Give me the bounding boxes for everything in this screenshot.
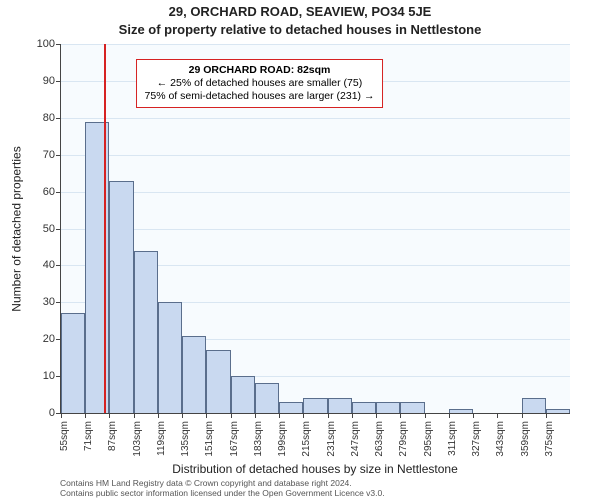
xtick-label: 151sqm [204,421,215,457]
histogram-bar [522,398,546,413]
histogram-bar [158,302,182,413]
xtick-label: 247sqm [350,421,361,457]
xtick-label: 311sqm [447,421,458,456]
histogram-bar [328,398,352,413]
xtick-label: 167sqm [229,421,240,457]
xtick-label: 55sqm [59,421,70,451]
xtick-label: 199sqm [277,421,288,457]
xtick-mark [279,413,280,418]
xtick-mark [449,413,450,418]
xtick-label: 343sqm [495,421,506,457]
histogram-bar [255,383,279,413]
histogram-bar [449,409,473,413]
xtick-label: 119sqm [156,421,167,456]
xtick-mark [425,413,426,418]
xtick-mark [376,413,377,418]
histogram-plot: 010203040506070809010055sqm71sqm87sqm103… [60,44,570,414]
gridline [61,44,570,45]
title-main: 29, ORCHARD ROAD, SEAVIEW, PO34 5JE [0,4,600,19]
xtick-label: 135sqm [180,421,191,457]
ytick-mark [56,302,61,303]
xtick-label: 71sqm [83,421,94,451]
ytick-label: 90 [43,75,55,87]
gridline [61,155,570,156]
property-marker-line [104,44,106,413]
ytick-label: 70 [43,149,55,161]
y-axis-label: Number of detached properties [10,44,24,414]
xtick-label: 87sqm [107,421,118,451]
xtick-mark [134,413,135,418]
ytick-mark [56,81,61,82]
title-sub: Size of property relative to detached ho… [0,22,600,37]
xtick-mark [182,413,183,418]
histogram-bar [109,181,133,413]
xtick-mark [85,413,86,418]
histogram-bar [400,402,424,413]
xtick-label: 183sqm [253,421,264,457]
annotation-larger: 75% of semi-detached houses are larger (… [145,90,375,103]
ytick-label: 40 [43,259,55,271]
gridline [61,118,570,119]
xtick-mark [522,413,523,418]
xtick-label: 295sqm [423,421,434,457]
histogram-bar [182,336,206,413]
histogram-bar [303,398,327,413]
ytick-mark [56,118,61,119]
xtick-label: 327sqm [471,421,482,457]
gridline [61,229,570,230]
gridline [61,192,570,193]
xtick-mark [109,413,110,418]
xtick-label: 215sqm [301,421,312,457]
histogram-bar [206,350,230,413]
xtick-label: 375sqm [544,421,555,457]
xtick-mark [328,413,329,418]
annotation-title: 29 ORCHARD ROAD: 82sqm [145,64,375,77]
histogram-bar [231,376,255,413]
xtick-mark [231,413,232,418]
ytick-label: 0 [49,407,55,419]
ytick-mark [56,155,61,156]
attribution-line-2: Contains public sector information licen… [60,488,570,498]
annotation-smaller: ← 25% of detached houses are smaller (75… [145,77,375,90]
xtick-mark [255,413,256,418]
xtick-label: 103sqm [132,421,143,457]
xtick-mark [206,413,207,418]
histogram-bar [279,402,303,413]
xtick-label: 231sqm [326,421,337,457]
x-axis-label: Distribution of detached houses by size … [60,462,570,476]
xtick-mark [352,413,353,418]
ytick-mark [56,229,61,230]
xtick-mark [61,413,62,418]
ytick-label: 60 [43,186,55,198]
xtick-mark [546,413,547,418]
ytick-mark [56,192,61,193]
xtick-label: 279sqm [398,421,409,457]
ytick-mark [56,44,61,45]
annotation-box: 29 ORCHARD ROAD: 82sqm← 25% of detached … [136,59,384,108]
ytick-label: 100 [37,38,55,50]
xtick-mark [303,413,304,418]
histogram-bar [61,313,85,413]
ytick-label: 80 [43,112,55,124]
ytick-mark [56,265,61,266]
attribution-line-1: Contains HM Land Registry data © Crown c… [60,478,570,488]
xtick-mark [497,413,498,418]
ytick-label: 30 [43,296,55,308]
xtick-label: 359sqm [520,421,531,457]
histogram-bar [376,402,400,413]
ytick-label: 20 [43,333,55,345]
xtick-label: 263sqm [374,421,385,457]
histogram-bar [352,402,376,413]
ytick-label: 50 [43,223,55,235]
ytick-label: 10 [43,370,55,382]
histogram-bar [546,409,570,413]
attribution: Contains HM Land Registry data © Crown c… [60,478,570,498]
xtick-mark [400,413,401,418]
xtick-mark [473,413,474,418]
histogram-bar [134,251,158,413]
xtick-mark [158,413,159,418]
